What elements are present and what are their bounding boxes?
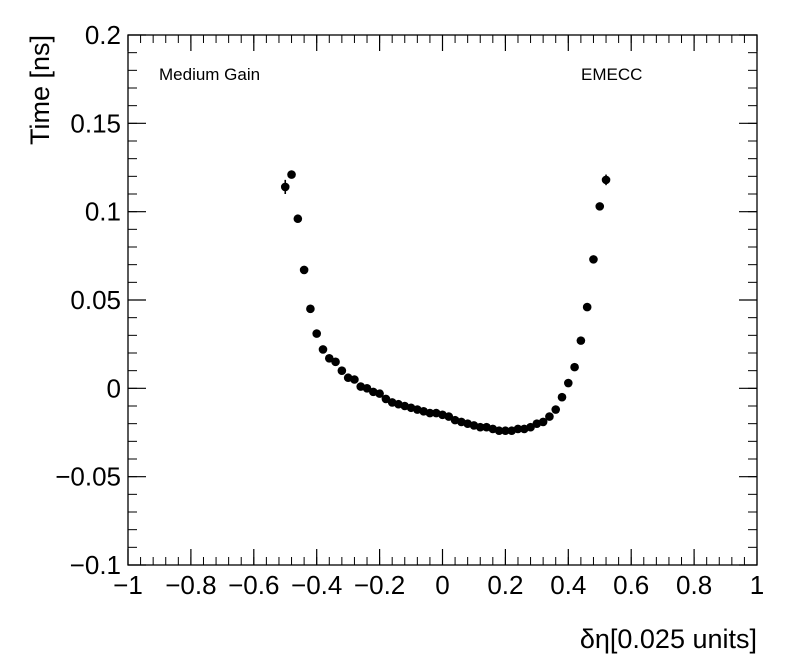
data-point <box>425 408 435 418</box>
data-marker <box>381 394 391 404</box>
data-marker <box>564 378 573 388</box>
x-tick-labels: −1 −0.8 −0.6 −0.4 −0.2 0 0.2 0.4 0.6 0.8 1 <box>113 570 764 600</box>
data-point <box>318 345 328 354</box>
data-point <box>601 174 611 186</box>
data-point <box>375 389 384 398</box>
data-point <box>576 336 586 345</box>
annotation-emecc: EMECC <box>581 65 642 84</box>
data-marker <box>293 214 303 224</box>
data-point <box>444 412 454 421</box>
data-marker <box>557 392 567 402</box>
y-tick-label: −0.05 <box>55 462 121 492</box>
data-point <box>280 179 290 194</box>
x-tick-label: 1 <box>750 570 764 600</box>
y-tick-label: 0.05 <box>70 285 121 315</box>
data-point <box>331 357 340 367</box>
data-marker <box>306 304 315 314</box>
data-marker <box>375 389 384 398</box>
x-tick-label: 0.8 <box>676 570 712 600</box>
data-marker <box>337 366 347 375</box>
data-point <box>350 375 359 384</box>
data-marker <box>280 182 290 192</box>
y-tick-labels: −0.1 −0.05 0 0.05 0.1 0.15 0.2 <box>55 20 121 580</box>
y-tick-label: 0.2 <box>85 20 121 50</box>
data-marker <box>287 170 296 179</box>
data-marker <box>595 202 605 211</box>
data-marker <box>513 424 523 434</box>
x-tick-label: −0.2 <box>354 570 405 600</box>
major-ticks <box>127 34 758 566</box>
data-marker <box>362 384 372 393</box>
data-point <box>337 366 347 375</box>
data-point <box>589 255 598 264</box>
data-marker <box>425 408 435 418</box>
data-marker <box>501 426 510 436</box>
x-tick-label: −0.8 <box>165 570 216 600</box>
data-point <box>557 392 567 402</box>
data-point <box>570 362 579 372</box>
data-point <box>501 426 510 436</box>
data-point <box>293 214 303 224</box>
data-point <box>545 412 554 421</box>
data-point <box>582 302 592 312</box>
data-point <box>299 265 309 275</box>
data-point <box>494 426 504 436</box>
data-point <box>551 405 561 414</box>
data-point <box>312 329 322 338</box>
data-marker <box>545 412 554 421</box>
data-point <box>381 394 391 404</box>
data-marker <box>551 405 561 414</box>
data-marker <box>589 255 598 264</box>
x-tick-label: 0.6 <box>613 570 649 600</box>
data-point <box>538 417 548 427</box>
data-marker <box>570 362 579 372</box>
data-point <box>564 378 573 388</box>
x-tick-label: 0.4 <box>550 570 586 600</box>
y-tick-label: 0 <box>107 373 121 403</box>
y-axis-label: Time [ns] <box>25 35 55 145</box>
x-tick-label: −1 <box>113 570 143 600</box>
data-marker <box>331 357 340 367</box>
annotation-medium-gain: Medium Gain <box>159 65 260 84</box>
data-marker <box>318 345 328 354</box>
data-marker <box>538 417 548 427</box>
data-point <box>513 424 523 434</box>
x-tick-label: 0.2 <box>487 570 523 600</box>
y-tick-label: 0.15 <box>70 108 121 138</box>
data-point <box>324 354 334 363</box>
data-point <box>362 384 372 393</box>
data-marker <box>350 375 359 384</box>
data-marker <box>576 336 586 345</box>
data-marker <box>601 175 611 185</box>
data-point <box>287 170 296 179</box>
data-point <box>475 422 485 432</box>
data-marker <box>526 422 535 432</box>
x-tick-label: −0.4 <box>291 570 342 600</box>
data-points <box>280 170 611 436</box>
data-marker <box>312 329 322 338</box>
data-marker <box>475 422 485 432</box>
data-point <box>526 422 535 432</box>
data-point <box>595 202 605 211</box>
x-axis-label: δη[0.025 units] <box>580 624 757 654</box>
data-marker <box>324 354 334 363</box>
data-marker <box>444 412 454 421</box>
data-marker <box>582 302 592 312</box>
data-marker <box>299 265 309 275</box>
y-tick-label: −0.1 <box>70 550 121 580</box>
data-point <box>306 304 315 314</box>
data-marker <box>494 426 504 436</box>
x-tick-label: −0.6 <box>228 570 279 600</box>
x-tick-label: 0 <box>435 570 449 600</box>
y-tick-label: 0.1 <box>85 197 121 227</box>
